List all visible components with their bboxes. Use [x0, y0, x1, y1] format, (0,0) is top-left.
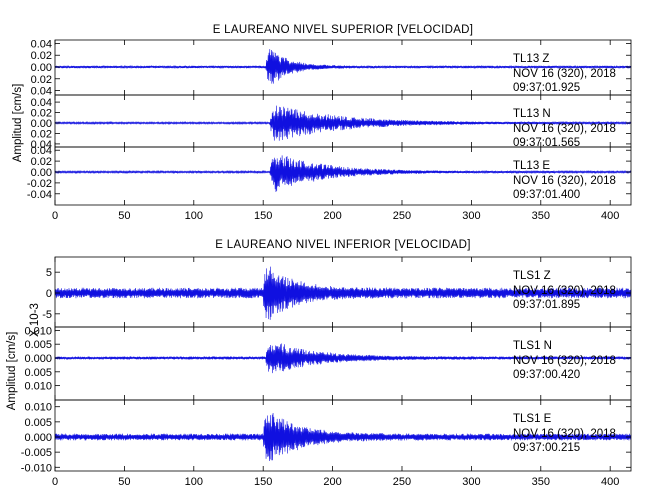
waveform-tl13-n [54, 105, 632, 141]
x-tick-label: 300 [462, 476, 480, 488]
date-label: NOV 16 (320), 2018 [513, 123, 616, 135]
traces-layer [54, 49, 632, 461]
station-label: TL13 N [513, 108, 551, 120]
y-tick-label: 0.04 [31, 97, 52, 109]
waveform-tl13-e [54, 155, 632, 192]
chart-title: E LAUREANO NIVEL INFERIOR [VELOCIDAD] [215, 239, 470, 251]
panel-frame [54, 399, 632, 472]
chart-title: E LAUREANO NIVEL SUPERIOR [VELOCIDAD] [213, 24, 474, 36]
y-tick-label: 0.04 [31, 139, 52, 151]
y-tick-label: 0.010 [24, 402, 52, 414]
y-axis-label: Amplitud [cm/s] [6, 332, 18, 411]
x-tick-label: 150 [254, 210, 272, 222]
y-tick-label: 0.02 [31, 156, 52, 168]
y-tick-label: 0.02 [31, 128, 52, 140]
date-label: NOV 16 (320), 2018 [513, 355, 616, 367]
y-tick-label: 0.010 [24, 381, 52, 393]
y-tick-label: 0.005 [24, 339, 52, 351]
y-tick-label: 0.02 [31, 50, 52, 62]
x-tick-label: 0 [52, 476, 58, 488]
y-tick-label: 0.02 [31, 108, 52, 120]
y-tick-label: -0.02 [27, 178, 52, 190]
x-tick-label: 150 [254, 476, 272, 488]
y-tick-label: 5 [46, 267, 52, 279]
time-label: 09:37:01.895 [513, 299, 580, 311]
station-label: TLS1 E [513, 413, 552, 425]
y-tick-label: 0.02 [31, 74, 52, 86]
station-label: TLS1 N [513, 340, 552, 352]
x-tick-label: 100 [185, 210, 203, 222]
y-tick-label: -0.04 [27, 189, 52, 201]
time-label: 09:37:01.925 [513, 82, 580, 94]
date-label: NOV 16 (320), 2018 [513, 285, 616, 297]
x-tick-label: 350 [532, 210, 550, 222]
x-tick-label: 250 [393, 476, 411, 488]
y-tick-label: 0.005 [24, 367, 52, 379]
x-tick-label: 300 [462, 210, 480, 222]
panel-frame [54, 146, 632, 206]
date-label: NOV 16 (320), 2018 [513, 68, 616, 80]
y-tick-label: 0.000 [24, 432, 52, 444]
y-tick-label: 0.04 [31, 38, 52, 50]
x-tick-label: 400 [601, 210, 619, 222]
x-tick-label: 400 [601, 476, 619, 488]
y-tick-label: 0.04 [31, 86, 52, 98]
y-tick-label: -5 [42, 309, 52, 321]
y-tick-label: 0.04 [31, 145, 52, 157]
y-tick-label: 0.000 [24, 353, 52, 365]
time-label: 09:37:00.420 [513, 369, 580, 381]
frames-layer [54, 39, 632, 472]
x-tick-label: 200 [323, 476, 341, 488]
waveform-tls1-n [54, 343, 632, 374]
y-axis-label: Amplitud [cm/s] [12, 84, 24, 163]
station-label: TL13 Z [513, 53, 549, 65]
x-tick-label: 350 [532, 476, 550, 488]
y-tick-label: 0.010 [24, 325, 52, 337]
x-tick-label: 100 [185, 476, 203, 488]
x-tick-label: 50 [118, 210, 130, 222]
y-tick-label: 0 [46, 288, 52, 300]
y-tick-label: 0.00 [31, 118, 52, 130]
waveform-tls1-z [54, 266, 632, 320]
x-tick-label: 50 [118, 476, 130, 488]
y-tick-label: 0.005 [24, 417, 52, 429]
y-tick-label: 0.00 [31, 62, 52, 74]
x-tick-label: 200 [323, 210, 341, 222]
y-tick-label: 0.00 [31, 167, 52, 179]
x-tick-label: 250 [393, 210, 411, 222]
station-label: TLS1 Z [513, 270, 551, 282]
date-label: NOV 16 (320), 2018 [513, 175, 616, 187]
x-tick-label: 0 [52, 210, 58, 222]
time-label: 09:37:01.565 [513, 137, 580, 149]
waveform-tl13-z [54, 49, 632, 84]
time-label: 09:37:00.215 [513, 442, 580, 454]
time-label: 09:37:01.400 [513, 189, 580, 201]
y-tick-label: -0.010 [21, 462, 52, 474]
waveform-tls1-e [54, 412, 632, 461]
text-layer: E LAUREANO NIVEL SUPERIOR [VELOCIDAD] Amp… [6, 24, 619, 488]
station-label: TL13 E [513, 160, 550, 172]
panel-scale-label: X 10-3 [29, 303, 41, 337]
date-label: NOV 16 (320), 2018 [513, 428, 616, 440]
y-tick-label: -0.005 [21, 447, 52, 459]
